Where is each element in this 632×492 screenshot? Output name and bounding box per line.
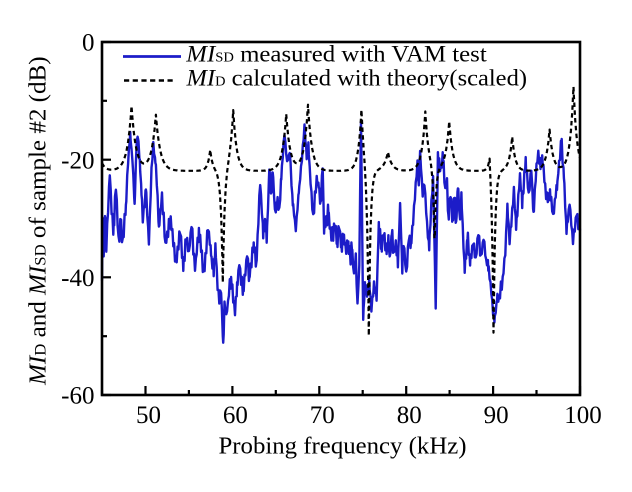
- svg-text:Probing frequency (kHz): Probing frequency (kHz): [219, 433, 467, 460]
- svg-text:MISD measured with VAM test: MISD measured with VAM test: [185, 42, 487, 67]
- svg-text:90: 90: [484, 402, 509, 429]
- svg-text:-60: -60: [61, 383, 94, 410]
- svg-text:-20: -20: [61, 147, 94, 174]
- svg-text:0: 0: [82, 30, 95, 57]
- svg-text:100: 100: [564, 402, 602, 429]
- svg-text:60: 60: [223, 402, 248, 429]
- svg-text:70: 70: [310, 402, 335, 429]
- svg-text:MID calculated with theory(sca: MID calculated with theory(scaled): [185, 66, 527, 91]
- svg-text:MID and MISD of sample #2 (dB): MID and MISD of sample #2 (dB): [25, 56, 51, 386]
- svg-text:80: 80: [397, 402, 422, 429]
- svg-text:50: 50: [136, 402, 161, 429]
- svg-text:-40: -40: [61, 265, 94, 292]
